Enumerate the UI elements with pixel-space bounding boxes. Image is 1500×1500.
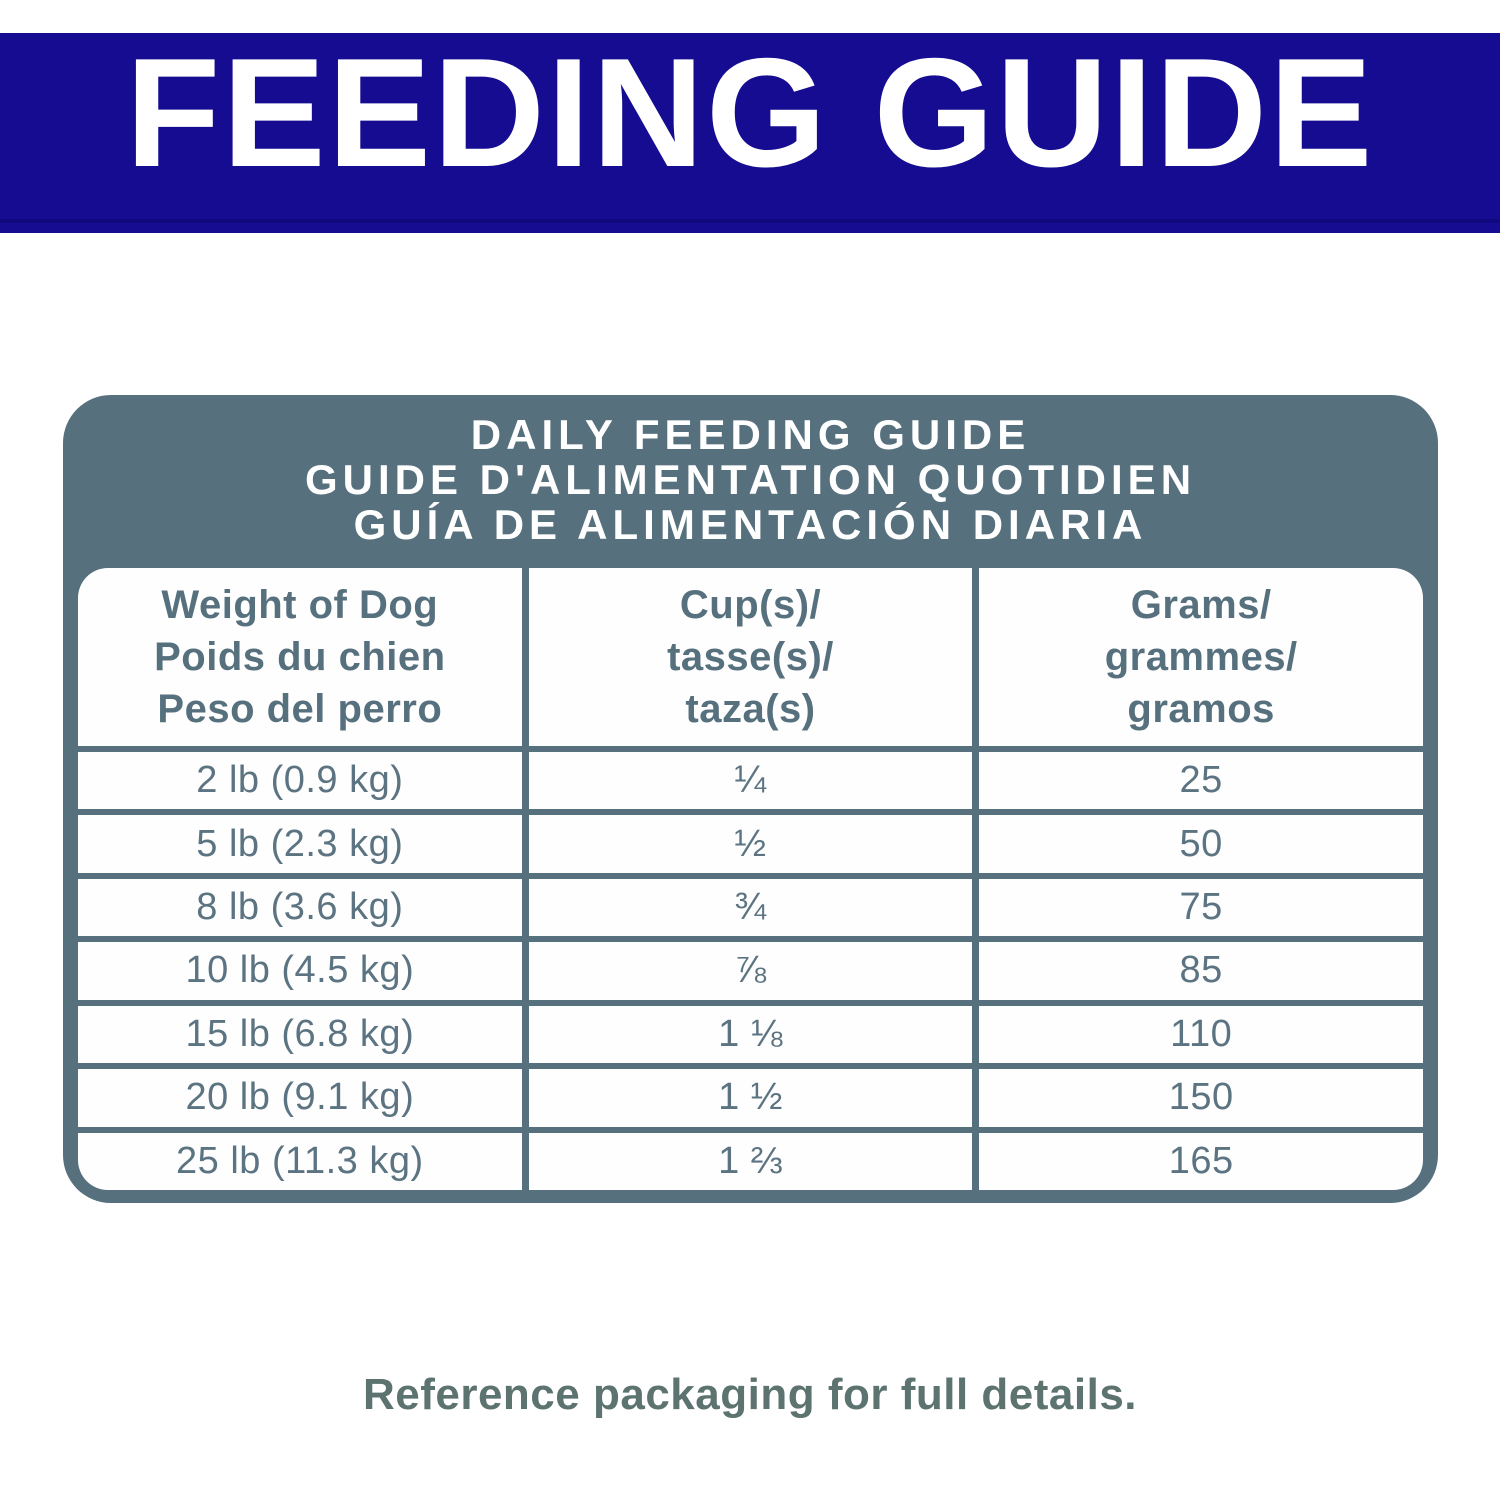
daily-feeding-guide-card: DAILY FEEDING GUIDE GUIDE D'ALIMENTATION… xyxy=(63,395,1438,1203)
table-cell-grams: 165 xyxy=(1168,1139,1234,1182)
banner-title: FEEDING GUIDE xyxy=(125,26,1375,199)
header-grams-fr: grammes/ xyxy=(1104,635,1298,679)
table-cell-grams: 75 xyxy=(979,879,1423,943)
table-cell-cups: ⅞ xyxy=(528,942,973,1006)
table-title-line-fr: GUIDE D'ALIMENTATION QUOTIDIEN xyxy=(304,456,1197,503)
banner-bottom-edge xyxy=(0,219,1500,223)
column-grams: Grams/ grammes/ gramos 25 50 75 85 110 1… xyxy=(979,568,1423,1190)
table-title-line-en: DAILY FEEDING GUIDE xyxy=(470,411,1031,458)
table-cell-cups: 1 ⅔ xyxy=(718,1139,783,1182)
table-cell-cups: 1 ⅛ xyxy=(528,1006,973,1070)
table-cell-weight: 20 lb (9.1 kg) xyxy=(78,1069,522,1133)
table-cell-grams: 25 xyxy=(979,752,1423,816)
header-grams-es: gramos xyxy=(1127,687,1275,731)
header-cups-fr: tasse(s)/ xyxy=(667,635,834,679)
table-cell-grams: 50 xyxy=(979,815,1423,879)
table-cell-cups: ¼ xyxy=(528,752,973,816)
header-cups-es: taza(s) xyxy=(685,687,816,731)
table-cell-weight: 5 lb (2.3 kg) xyxy=(78,815,522,879)
table-cell-weight: 25 lb (11.3 kg) xyxy=(176,1139,424,1182)
table-title-line-es: GUÍA DE ALIMENTACIÓN DIARIA xyxy=(353,501,1148,548)
column-header-weight: Weight of Dog Poids du chien Peso del pe… xyxy=(78,568,522,752)
footer-note: Reference packaging for full details. xyxy=(362,1370,1138,1419)
column-header-grams: Grams/ grammes/ gramos xyxy=(979,568,1423,752)
column-cups: Cup(s)/ tasse(s)/ taza(s) ¼ ½ ¾ ⅞ 1 ⅛ 1 … xyxy=(528,568,980,1190)
column-header-cups: Cup(s)/ tasse(s)/ taza(s) xyxy=(528,568,973,752)
header-grams-en: Grams/ xyxy=(1130,583,1272,627)
header-cups-en: Cup(s)/ xyxy=(679,583,822,627)
table-cell-weight: 10 lb (4.5 kg) xyxy=(78,942,522,1006)
column-weight: Weight of Dog Poids du chien Peso del pe… xyxy=(78,568,529,1190)
table-cell-cups: ½ xyxy=(528,815,973,879)
table-cell-grams: 85 xyxy=(979,942,1423,1006)
header-weight-fr: Poids du chien xyxy=(154,635,446,679)
feeding-table: Weight of Dog Poids du chien Peso del pe… xyxy=(78,568,1423,1190)
table-cell-grams: 150 xyxy=(979,1069,1423,1133)
table-cell-weight: 2 lb (0.9 kg) xyxy=(78,752,522,816)
table-cell-cups: ¾ xyxy=(528,879,973,943)
feeding-guide-banner: FEEDING GUIDE xyxy=(0,33,1500,233)
table-cell-grams: 110 xyxy=(979,1006,1423,1070)
header-weight-en: Weight of Dog xyxy=(161,583,439,627)
table-title: DAILY FEEDING GUIDE GUIDE D'ALIMENTATION… xyxy=(63,395,1438,547)
header-weight-es: Peso del perro xyxy=(157,687,443,731)
table-cell-weight: 15 lb (6.8 kg) xyxy=(78,1006,522,1070)
table-cell-weight: 8 lb (3.6 kg) xyxy=(78,879,522,943)
table-cell-cups: 1 ½ xyxy=(528,1069,973,1133)
